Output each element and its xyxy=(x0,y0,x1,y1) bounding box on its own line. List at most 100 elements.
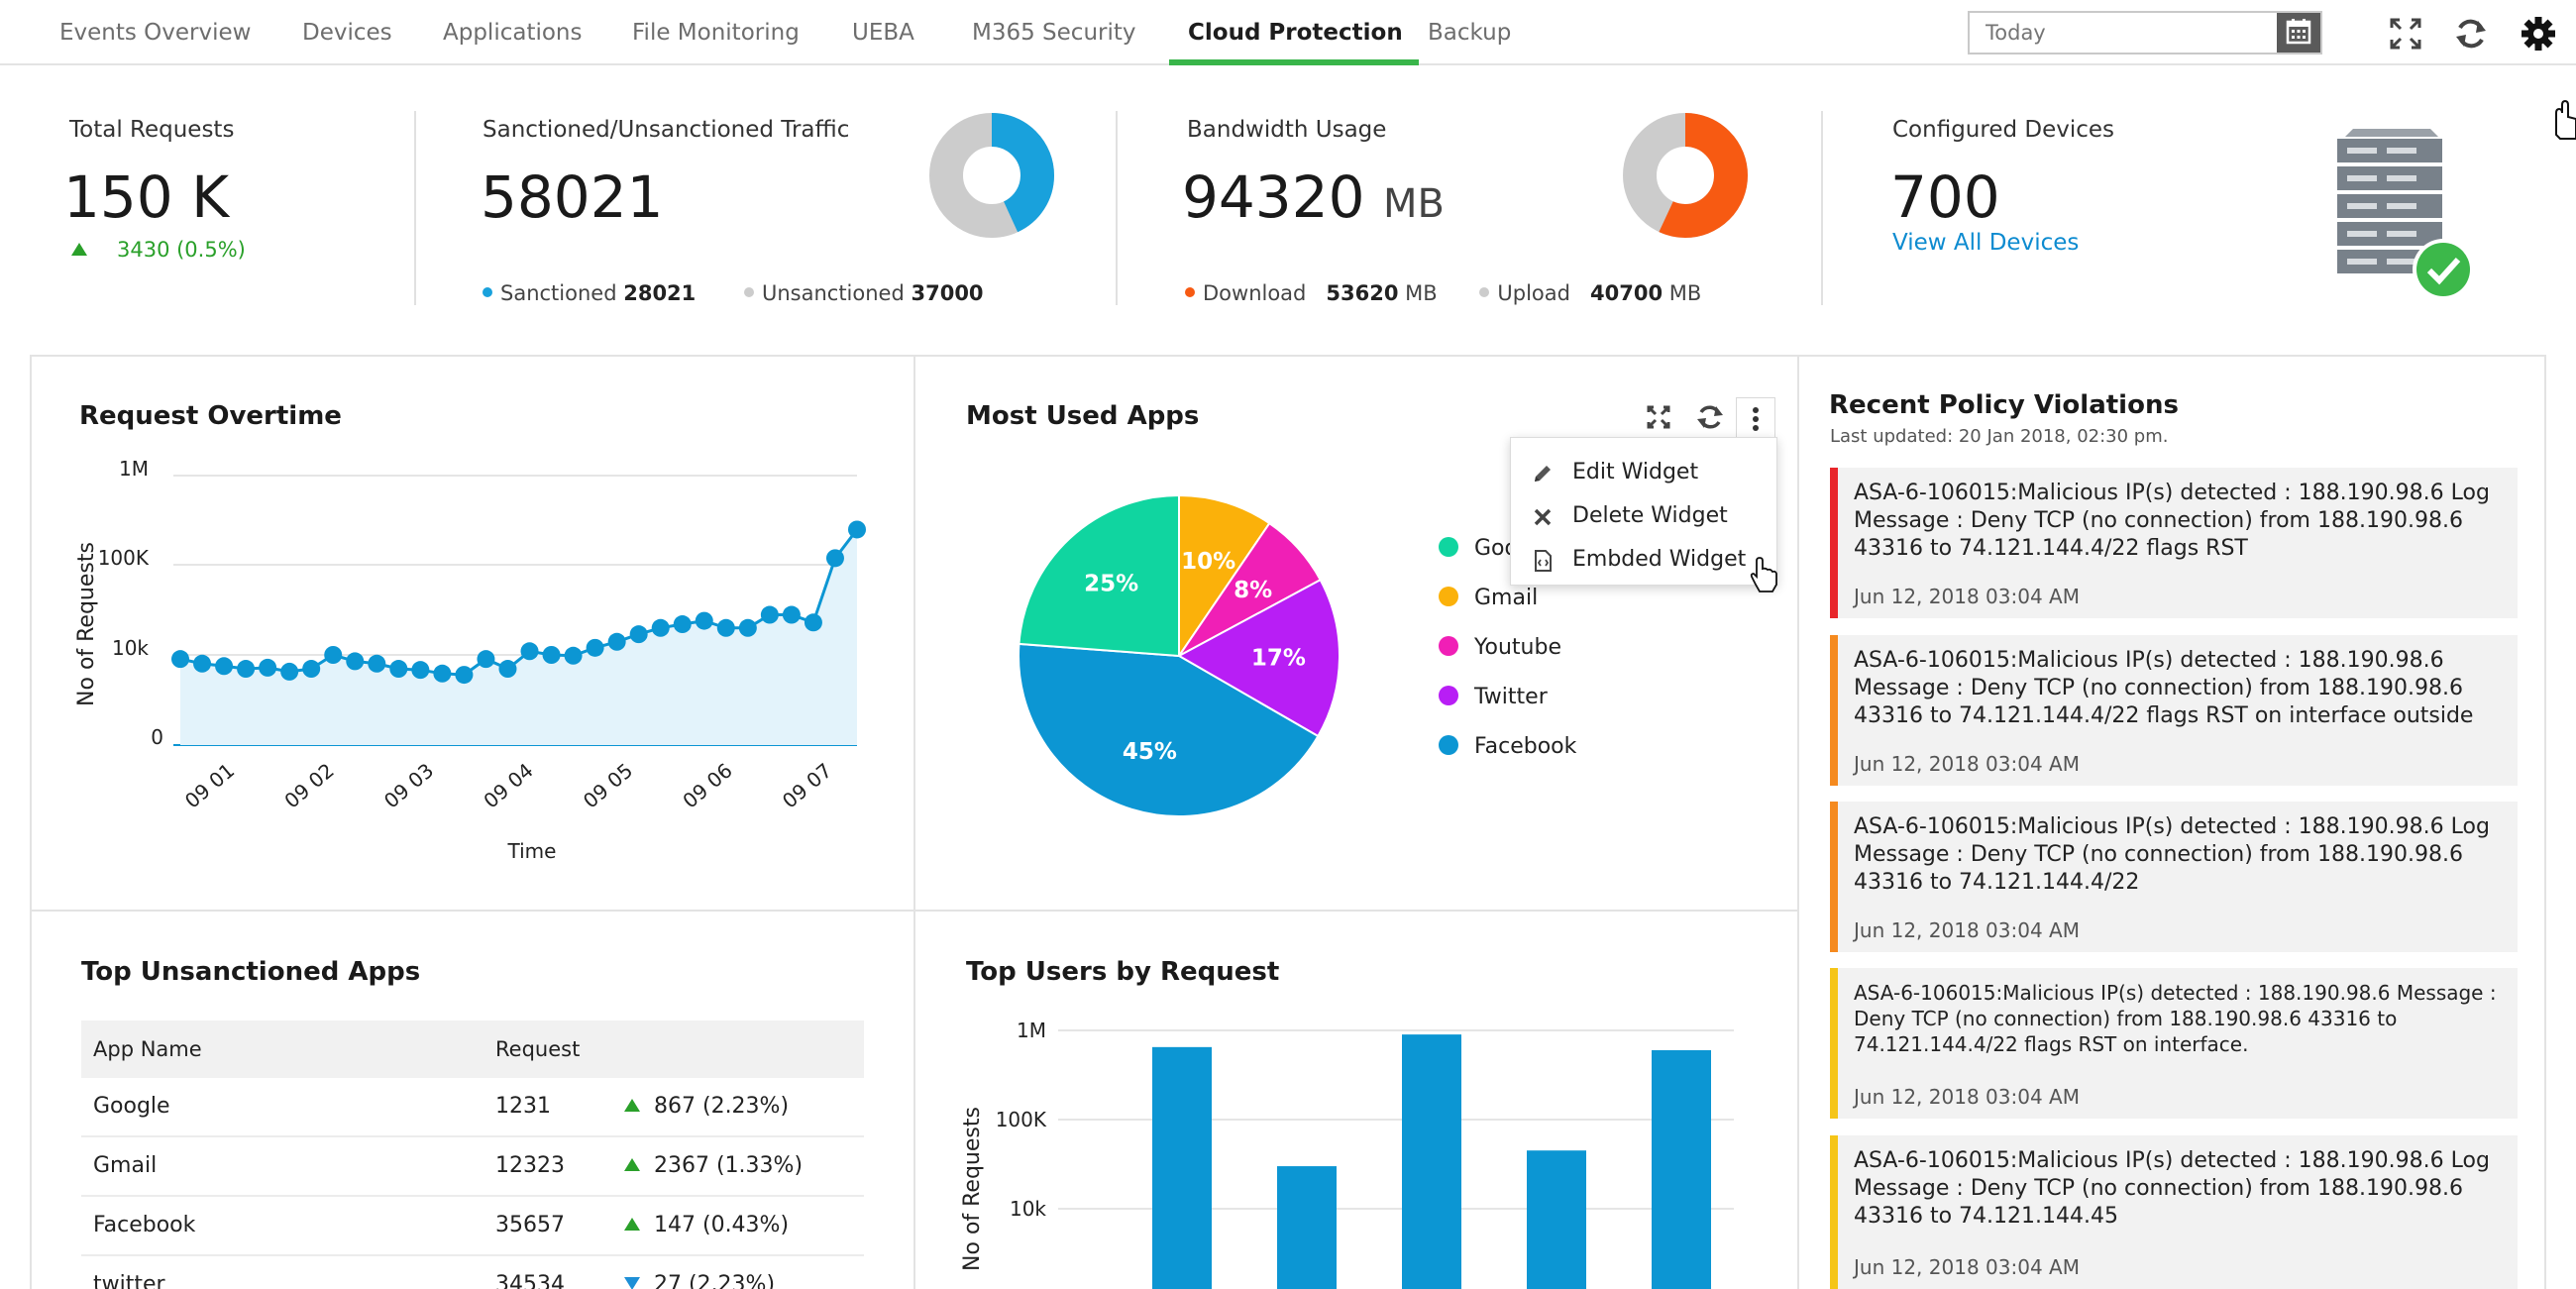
calendar-icon xyxy=(2286,19,2311,45)
data-point[interactable] xyxy=(171,650,189,669)
tab-m365-security[interactable]: M365 Security xyxy=(972,20,1136,46)
data-point[interactable] xyxy=(411,661,430,680)
data-point[interactable] xyxy=(629,625,648,644)
tab-backup[interactable]: Backup xyxy=(1428,20,1512,46)
violation-item[interactable]: ASA-6-106015:Malicious IP(s) detected : … xyxy=(1830,1135,2518,1289)
pie-slice-twitter[interactable] xyxy=(1176,578,1341,738)
data-point[interactable] xyxy=(607,632,626,651)
download-dot xyxy=(1185,287,1195,297)
traffic-donut-sanctioned xyxy=(929,113,1054,238)
pie-slice-label: 8% xyxy=(1234,578,1272,603)
data-point[interactable] xyxy=(215,657,234,676)
violation-item[interactable]: ASA-6-106015:Malicious IP(s) detected : … xyxy=(1830,635,2518,786)
tab-cloud-protection[interactable]: Cloud Protection xyxy=(1188,20,1403,46)
data-point[interactable] xyxy=(564,646,583,665)
table-row[interactable]: Facebook 35657 147 (0.43%) xyxy=(81,1197,864,1256)
data-point[interactable] xyxy=(346,652,365,671)
legend-dot xyxy=(1439,587,1458,606)
edit-widget-menu-item[interactable]: Edit Widget xyxy=(1511,452,1778,495)
data-point[interactable] xyxy=(280,662,299,681)
data-point[interactable] xyxy=(738,618,757,637)
settings-button[interactable] xyxy=(2517,12,2560,55)
widget-more-button[interactable] xyxy=(1736,397,1775,441)
x-tick-label: 09 05 xyxy=(579,758,637,812)
bar[interactable] xyxy=(1527,1150,1586,1289)
bar[interactable] xyxy=(1152,1046,1212,1289)
data-point[interactable] xyxy=(586,638,604,657)
data-point[interactable] xyxy=(498,660,517,679)
data-point[interactable] xyxy=(651,618,670,637)
y-tick-label: 1M xyxy=(1017,1019,1046,1042)
view-all-devices-link[interactable]: View All Devices xyxy=(1892,230,2080,256)
date-input[interactable] xyxy=(1970,13,2277,53)
y-tick-label: 100K xyxy=(98,546,150,570)
legend-item-facebook[interactable]: Facebook xyxy=(1439,734,1576,759)
bandwidth-unit: MB xyxy=(1382,181,1445,227)
data-point[interactable] xyxy=(695,611,713,630)
legend-item-gmail[interactable]: Gmail xyxy=(1439,586,1538,610)
grid-border xyxy=(913,355,915,1289)
data-point[interactable] xyxy=(237,660,256,679)
data-point[interactable] xyxy=(477,650,495,669)
data-point[interactable] xyxy=(324,646,343,664)
violation-item[interactable]: ASA-6-106015:Malicious IP(s) detected : … xyxy=(1830,968,2518,1119)
embed-widget-menu-item[interactable]: Embded Widget xyxy=(1511,539,1778,583)
column-header-request[interactable]: Request xyxy=(495,1037,581,1061)
widget-fullscreen-button[interactable] xyxy=(1639,397,1678,437)
data-point[interactable] xyxy=(193,654,212,673)
tab-applications[interactable]: Applications xyxy=(443,20,583,46)
violation-time: Jun 12, 2018 03:04 AM xyxy=(1854,1255,2080,1279)
widget-refresh-button[interactable] xyxy=(1690,397,1730,437)
table-row[interactable]: twitter 34534 27 (2.23%) xyxy=(81,1256,864,1289)
data-point[interactable] xyxy=(542,646,561,664)
data-point[interactable] xyxy=(716,618,735,637)
legend-item-youtube[interactable]: Youtube xyxy=(1439,635,1561,660)
embed-widget-label: Embded Widget xyxy=(1572,547,1747,572)
calendar-button[interactable] xyxy=(2277,13,2320,53)
column-header-app-name[interactable]: App Name xyxy=(93,1037,202,1061)
table-row[interactable]: Google 1231 867 (2.23%) xyxy=(81,1078,864,1137)
fullscreen-button[interactable] xyxy=(2384,12,2427,55)
pie-slice-facebook[interactable] xyxy=(1018,642,1320,817)
y-tick-label: 100K xyxy=(996,1108,1047,1131)
bandwidth-value: 94320 MB xyxy=(1182,168,1445,226)
data-point[interactable] xyxy=(433,664,452,683)
tab-ueba[interactable]: UEBA xyxy=(852,20,914,46)
pie-slice-google[interactable] xyxy=(1018,493,1180,658)
y-axis-label: No of Requests xyxy=(74,542,99,706)
download-value: 53620 xyxy=(1326,281,1399,305)
legend-item-twitter[interactable]: Twitter xyxy=(1439,685,1548,709)
tab-file-monitoring[interactable]: File Monitoring xyxy=(632,20,800,46)
data-point[interactable] xyxy=(368,654,386,673)
bar[interactable] xyxy=(1277,1166,1337,1289)
x-tick-label: 09 01 xyxy=(180,758,239,812)
data-point[interactable] xyxy=(825,549,844,568)
data-point[interactable] xyxy=(520,642,539,661)
data-point[interactable] xyxy=(673,615,692,634)
pie-slice-gmail[interactable] xyxy=(1178,493,1271,660)
data-point[interactable] xyxy=(760,605,779,624)
violation-item[interactable]: ASA-6-106015:Malicious IP(s) detected : … xyxy=(1830,468,2518,618)
delete-widget-menu-item[interactable]: Delete Widget xyxy=(1511,495,1778,539)
unsanctioned-label: Unsanctioned xyxy=(761,281,905,305)
violation-item[interactable]: ASA-6-106015:Malicious IP(s) detected : … xyxy=(1830,802,2518,952)
pie-slice-label: 10% xyxy=(1181,549,1235,575)
bar[interactable] xyxy=(1652,1049,1711,1289)
top-unsanctioned-apps-title: Top Unsanctioned Apps xyxy=(81,957,421,987)
tab-events-overview[interactable]: Events Overview xyxy=(59,20,252,46)
expand-icon xyxy=(1647,405,1670,429)
bar[interactable] xyxy=(1402,1034,1461,1289)
data-point[interactable] xyxy=(782,605,801,624)
data-point[interactable] xyxy=(389,660,408,679)
data-point[interactable] xyxy=(804,613,822,632)
trend-up-icon xyxy=(624,1157,640,1171)
data-point[interactable] xyxy=(455,666,474,685)
data-point[interactable] xyxy=(302,660,321,679)
tab-devices[interactable]: Devices xyxy=(302,20,392,46)
data-point[interactable] xyxy=(259,658,277,677)
violation-message: ASA-6-106015:Malicious IP(s) detected : … xyxy=(1854,481,2490,561)
table-row[interactable]: Gmail 12323 2367 (1.33%) xyxy=(81,1137,864,1197)
refresh-button[interactable] xyxy=(2449,12,2493,55)
y-axis-label: No of Requests xyxy=(960,1107,985,1271)
data-point[interactable] xyxy=(848,520,866,539)
